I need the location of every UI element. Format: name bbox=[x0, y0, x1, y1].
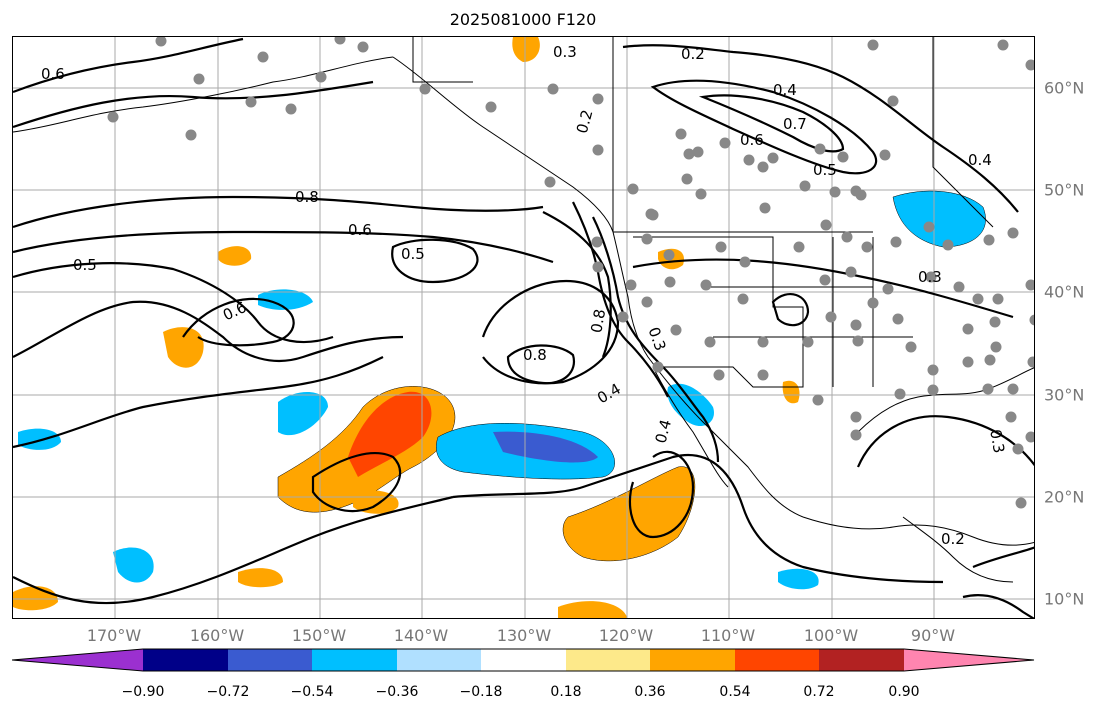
colorbar bbox=[12, 648, 1035, 672]
warm-anomaly-region bbox=[238, 568, 283, 588]
contour-label: 0.7 bbox=[783, 115, 807, 133]
contour-label: 0.6 bbox=[740, 131, 764, 149]
map-panel[interactable]: 0.6 0.3 0.2 0.2 0.4 0.7 0.6 0.5 0.4 0.8 … bbox=[12, 36, 1035, 619]
warm-anomaly-region bbox=[13, 586, 58, 611]
lat-label: 30°N bbox=[1044, 385, 1085, 405]
colorbar-tick-label: 0.90 bbox=[888, 684, 920, 700]
graticule bbox=[13, 37, 1034, 618]
colorbar-outline bbox=[12, 648, 1035, 672]
lat-label: 10°N bbox=[1044, 589, 1085, 609]
coastlines bbox=[13, 37, 1034, 583]
cool-anomaly-region bbox=[18, 428, 61, 450]
lon-label: 150°W bbox=[291, 626, 347, 645]
station-markers bbox=[107, 37, 1034, 509]
colorbar-cell bbox=[312, 649, 397, 671]
colorbar-tick-label: −0.72 bbox=[206, 684, 250, 700]
lon-label: 160°W bbox=[189, 626, 245, 645]
lon-label: 110°W bbox=[700, 626, 756, 645]
colorbar-cell bbox=[481, 649, 566, 671]
contour-label: 0.3 bbox=[918, 268, 942, 286]
contour-label: 0.3 bbox=[645, 325, 670, 354]
lon-label: 90°W bbox=[910, 626, 956, 645]
lon-label: 140°W bbox=[393, 626, 449, 645]
colorbar-cell bbox=[397, 649, 481, 671]
lat-label: 60°N bbox=[1044, 78, 1085, 98]
colorbar-cell bbox=[735, 649, 819, 671]
contour-label: 0.4 bbox=[652, 418, 676, 446]
contour-label: 0.5 bbox=[813, 161, 837, 179]
colorbar-tick-label: 0.18 bbox=[550, 684, 582, 700]
colorbar-cell bbox=[143, 649, 228, 671]
warm-anomaly-region bbox=[512, 37, 540, 62]
lat-label: 40°N bbox=[1044, 282, 1085, 302]
lon-label: 120°W bbox=[598, 626, 654, 645]
colorbar-tick-label: −0.36 bbox=[375, 684, 419, 700]
strong-warm-anomaly-region bbox=[348, 391, 432, 477]
lat-label: 50°N bbox=[1044, 180, 1085, 200]
colorbar-cell bbox=[566, 649, 650, 671]
warm-anomaly-region bbox=[558, 601, 628, 618]
contour-label: 0.8 bbox=[523, 346, 547, 364]
contour-label: 0.8 bbox=[295, 188, 319, 206]
lat-label: 20°N bbox=[1044, 487, 1085, 507]
colorbar-cell bbox=[904, 649, 1034, 671]
cool-anomaly-region bbox=[278, 391, 328, 436]
warm-anomaly-region bbox=[782, 380, 800, 404]
colorbar-tick-label: 0.36 bbox=[634, 684, 666, 700]
colorbar-tick-label: −0.54 bbox=[290, 684, 334, 700]
colorbar-cell bbox=[228, 649, 312, 671]
contour-label: 0.8 bbox=[587, 308, 609, 335]
warm-anomaly-region bbox=[163, 327, 204, 368]
contour-label: 0.3 bbox=[986, 428, 1008, 455]
contour-label: 0.4 bbox=[773, 81, 797, 99]
colorbar-tick-label: 0.54 bbox=[719, 684, 751, 700]
map-title: 2025081000 F120 bbox=[449, 10, 597, 29]
cool-anomaly-region bbox=[778, 568, 819, 590]
cool-anomaly-region bbox=[113, 547, 154, 583]
contour-label: 0.5 bbox=[401, 245, 425, 263]
contour-label: 0.6 bbox=[348, 221, 372, 239]
cool-anomaly-region bbox=[258, 289, 313, 310]
cool-anomaly-region bbox=[892, 190, 986, 248]
colorbar-cell bbox=[12, 649, 143, 671]
contour-label: 0.3 bbox=[553, 43, 577, 61]
contour-label: 0.6 bbox=[41, 65, 65, 83]
colorbar-tick-label: −0.90 bbox=[121, 684, 165, 700]
contour-label: 0.6 bbox=[220, 298, 249, 324]
contour-label: 0.5 bbox=[73, 256, 97, 274]
warm-anomaly-region bbox=[562, 466, 696, 562]
colorbar-cell bbox=[650, 649, 735, 671]
lon-label: 170°W bbox=[86, 626, 142, 645]
colorbar-cells bbox=[12, 648, 1035, 672]
lon-label: 100°W bbox=[803, 626, 859, 645]
contour-label: 0.4 bbox=[594, 380, 624, 408]
colorbar-cell bbox=[819, 649, 904, 671]
contour-label: 0.2 bbox=[573, 108, 597, 136]
contour-lines bbox=[13, 37, 1034, 618]
contour-label: 0.2 bbox=[941, 530, 965, 548]
contour-label: 0.4 bbox=[968, 151, 992, 169]
map-canvas: 0.6 0.3 0.2 0.2 0.4 0.7 0.6 0.5 0.4 0.8 … bbox=[13, 37, 1034, 618]
colorbar-tick-label: −0.18 bbox=[459, 684, 503, 700]
warm-anomaly-region bbox=[218, 246, 252, 266]
strong-cool-anomaly-region bbox=[493, 431, 598, 463]
lon-label: 130°W bbox=[496, 626, 552, 645]
contour-label: 0.2 bbox=[681, 45, 705, 63]
colorbar-tick-label: 0.72 bbox=[803, 684, 835, 700]
